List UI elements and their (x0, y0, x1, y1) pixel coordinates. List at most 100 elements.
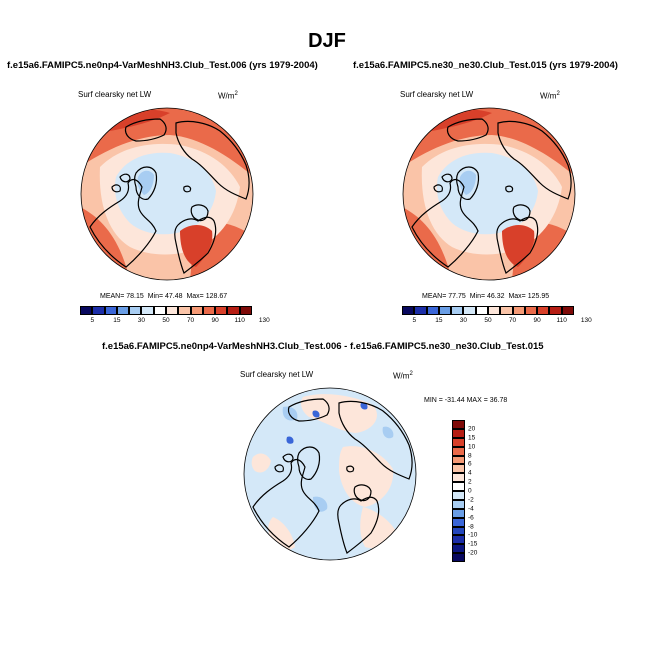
panel1-colorbar-tick-label: 50 (162, 317, 170, 324)
panel2-colorbar-tick-label: 5 (412, 317, 417, 324)
panel2-colorbar-tick-label: 110 (556, 317, 567, 324)
panel2-colorbar-swatch (426, 306, 439, 315)
difference-patch (282, 406, 298, 421)
coastline (346, 465, 355, 473)
panel2-colorbar-swatch (451, 306, 464, 315)
coastline (133, 166, 158, 200)
panel3-colorbar-swatch (452, 420, 465, 429)
panel3-variable-label: Surf clearsky net LW (240, 370, 314, 379)
coastline (183, 185, 192, 193)
panel2-colorbar-swatch (402, 306, 415, 315)
panel1-colorbar-tick-label: 90 (211, 317, 219, 324)
panel1-colorbar-tick-label: 15 (113, 317, 121, 324)
coastline (455, 166, 480, 200)
panel3-colorbar-tick-label: 6 (468, 460, 472, 468)
panel1-colorbar-tick-label: 130 (258, 317, 270, 324)
panel2-colorbar-swatch (500, 306, 513, 315)
panel3-colorbar-swatch (452, 491, 465, 500)
panel3-difference-map (243, 387, 417, 561)
panel3-colorbar-swatch (452, 482, 465, 491)
panel2-colorbar-swatch (537, 306, 550, 315)
panel2-stats: MEAN= 77.75 Min= 46.32 Max= 125.95 (422, 293, 550, 300)
panel3-colorbar-swatch (452, 455, 465, 465)
panel3-colorbar-tick-label: -2 (468, 496, 474, 504)
panel1-colorbar-swatch (104, 306, 117, 315)
coastline (89, 178, 157, 268)
polar-cold-region (114, 152, 216, 235)
panel3-colorbar-tick-label: -20 (468, 549, 478, 557)
strong-negative-spot (360, 402, 368, 410)
panel3-colorbar-tick-label: 15 (468, 434, 476, 442)
coastline (124, 118, 167, 142)
panel2-colorbar-tick-label: 50 (484, 317, 492, 324)
panel3-colorbar-tick-label: 20 (468, 425, 476, 433)
panel1-colorbar-swatch (80, 306, 93, 315)
panel3-colorbar-swatch (452, 508, 465, 518)
panel1-colorbar-swatch (116, 306, 130, 315)
panel1-colorbar-tick-label: 70 (186, 317, 195, 324)
map-border (402, 107, 576, 281)
panel1-colorbar-swatch (190, 306, 203, 315)
panel3-colorbar-tick-label: -6 (468, 514, 474, 522)
panel3-colorbar-swatch (452, 535, 465, 545)
coastline (411, 178, 479, 268)
panel3-colorbar-tick-label: -8 (468, 523, 474, 530)
panel3-colorbar-swatch (452, 526, 465, 536)
coastline (433, 184, 443, 193)
panel2-colorbar-tick-label: 30 (459, 317, 468, 324)
panel3-colorbar-swatch (452, 544, 465, 554)
coastline (505, 185, 514, 193)
coastline (296, 446, 321, 480)
strong-negative-spot (286, 436, 294, 444)
coastline (497, 120, 572, 200)
panel3-colorbar-swatch (452, 473, 465, 483)
coastline (175, 120, 250, 200)
panel1-polar-map (80, 107, 254, 281)
coastline (338, 400, 413, 480)
coastline (441, 173, 453, 183)
panel1-colorbar: 5 15 30 50 70 90 110 130 (80, 306, 270, 328)
polar-cold-region (436, 152, 538, 235)
panel1-colorbar-swatch (129, 306, 142, 315)
panel2-colorbar-swatch (438, 306, 452, 315)
panel1-case-title: f.e15a6.FAMIPC5.ne0np4-VarMeshNH3.Club_T… (7, 60, 318, 71)
panel2-colorbar-tick-label: 130 (580, 317, 592, 324)
panel3-colorbar: 20 15 10 8 6 4 2 0 -2 -4 -6 -8 -10 -15 -20 (452, 420, 492, 562)
difference-patch (382, 426, 394, 439)
panel2-colorbar-swatch (463, 306, 476, 315)
panel3-colorbar-swatch (452, 446, 465, 456)
panel3-colorbar-swatch (452, 428, 465, 438)
panel3-colorbar-swatch (452, 517, 465, 527)
panel2-colorbar-swatch (475, 306, 488, 315)
panel2-colorbar-tick-label: 90 (533, 317, 541, 324)
panel3-colorbar-tick-label: 4 (468, 469, 472, 477)
panel2-colorbar-tick-label: 70 (508, 317, 517, 324)
panel2-case-title: f.e15a6.FAMIPC5.ne30_ne30.Club_Test.015 … (353, 60, 618, 71)
panel3-colorbar-tick-label: -10 (468, 531, 478, 539)
coastline (111, 184, 121, 193)
panel1-colorbar-swatch (141, 306, 154, 315)
map-border (80, 107, 254, 281)
panel3-colorbar-tick-label: 0 (468, 487, 472, 495)
panel3-colorbar-tick-label: -15 (468, 540, 478, 548)
panel1-colorbar-swatch (92, 306, 105, 315)
panel1-colorbar-swatch (153, 306, 166, 315)
panel1-colorbar-swatch (166, 306, 179, 315)
panel3-minmax: MIN = -31.44 MAX = 36.78 (424, 397, 508, 404)
coastline (446, 118, 489, 142)
panel3-colorbar-tick-label: 10 (468, 443, 476, 451)
coastline (353, 484, 372, 502)
panel2-colorbar-swatch (414, 306, 427, 315)
panel3-colorbar-swatch (452, 553, 465, 562)
panel1-colorbar-swatch (178, 306, 191, 315)
panel3-units-label: W/m2 (393, 371, 413, 381)
coastline (337, 496, 380, 554)
coastline (174, 216, 217, 274)
coastline (496, 216, 539, 274)
coastline (119, 173, 131, 183)
panel3-colorbar-swatch (452, 437, 465, 447)
difference-patch (313, 496, 328, 512)
panel1-stats: MEAN= 78.15 Min= 47.48 Max= 128.67 (100, 293, 228, 300)
panel2-colorbar-swatch (549, 306, 562, 315)
panel2-colorbar-swatch (524, 306, 538, 315)
